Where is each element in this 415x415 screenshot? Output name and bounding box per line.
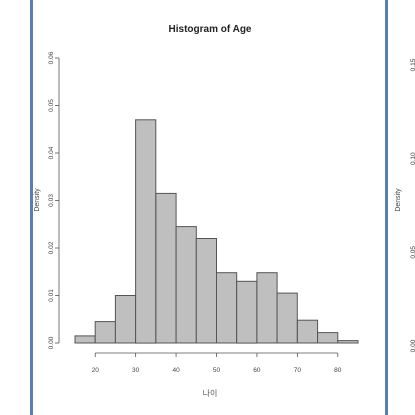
right-y-tick-label: 0.15 [410,58,415,71]
histogram-bar-11 [276,292,298,344]
x-tick-label: 50 [213,367,221,374]
histogram-chart: Histogram of Age Density 나이 0.00 0.01 0.02… [34,24,359,398]
x-axis: 20 30 40 50 60 70 80 [92,352,342,374]
x-tick-label: 30 [132,367,140,374]
y-tick-label: 0.04 [48,146,55,159]
histogram-bar-2 [94,321,116,344]
x-tick-label: 60 [253,367,261,374]
histogram-bar-8 [216,272,238,344]
y-tick-label: 0.03 [48,194,55,207]
right-y-tick-label: 0.05 [410,246,415,259]
histogram-bar-6 [175,226,197,344]
histogram-panel: Histogram of Age Density 나이 0.00 0.01 0.02… [33,0,385,415]
histogram-bar-12 [296,319,319,344]
chart-title: Histogram of Age [169,24,252,35]
histogram-bar-14 [337,340,359,344]
histogram-bar-4 [135,119,157,344]
x-tick-label: 70 [294,367,302,374]
histogram-bar-9 [236,280,258,344]
y-axis: 0.00 0.01 0.02 0.03 0.04 0.05 0.06 [48,51,60,349]
histogram-bar-1 [74,335,96,344]
y-tick-label: 0.00 [48,336,55,349]
left-plot-panel [0,0,33,415]
y-axis-label: Density [34,188,41,212]
x-axis-label: 나이 [203,388,218,398]
x-tick-label: 80 [334,367,342,374]
x-tick-label: 20 [92,367,100,374]
right-y-tick-label: 0.10 [410,152,415,165]
y-tick-label: 0.02 [48,241,55,254]
right-plot-panel: Density 0.15 0.10 0.05 0.00 [385,0,415,415]
right-partial-chart: Density 0.15 0.10 0.05 0.00 [395,58,415,352]
y-tick-label: 0.05 [48,99,55,112]
y-tick-label: 0.01 [48,289,55,302]
histogram-bar-3 [114,295,137,344]
right-y-axis-label: Density [395,188,402,212]
right-y-axis: 0.15 0.10 0.05 0.00 [410,58,415,352]
histogram-bar-13 [317,332,339,344]
y-tick-label: 0.06 [48,51,55,64]
histogram-bar-5 [155,192,177,344]
right-y-tick-label: 0.00 [410,339,415,352]
histogram-bar-10 [256,272,278,344]
x-tick-label: 40 [172,367,180,374]
histogram-bars [74,119,359,344]
histogram-bar-7 [195,238,218,344]
